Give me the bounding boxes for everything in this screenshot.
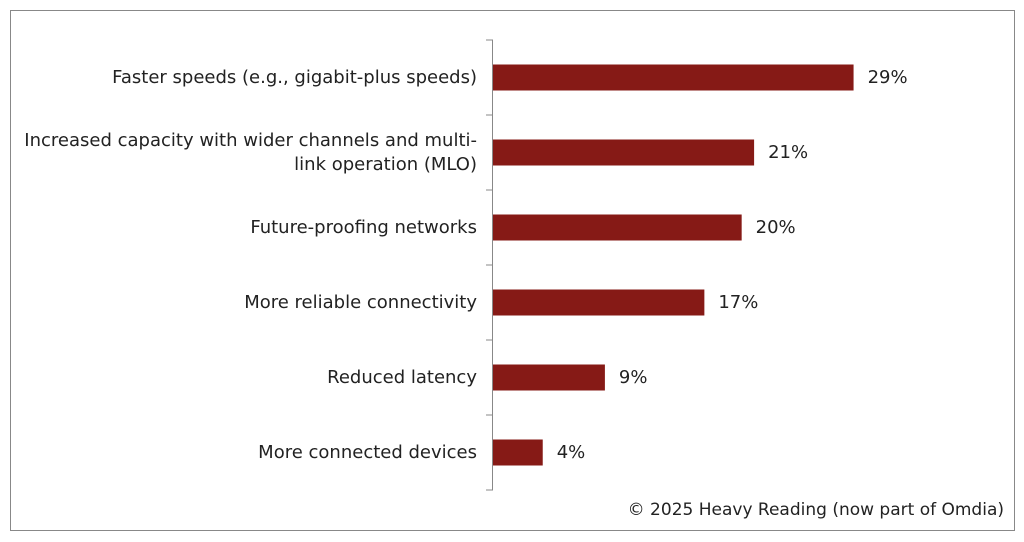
category-label: Future-proofing networks	[250, 216, 477, 238]
value-label: 20%	[755, 216, 796, 238]
value-label: 21%	[768, 141, 809, 163]
bar	[493, 139, 755, 166]
bar	[493, 64, 854, 91]
value-label: 17%	[718, 291, 759, 313]
frame	[10, 10, 1015, 531]
bar	[493, 439, 543, 466]
category-label: Faster speeds (e.g., gigabit-plus speeds…	[112, 66, 477, 88]
value-label: 9%	[618, 366, 648, 388]
category-label: Increased capacity with wider channels a…	[24, 129, 477, 175]
category-label: More reliable connectivity	[244, 291, 477, 313]
source-note: © 2025 Heavy Reading (now part of Omdia)	[627, 500, 1004, 520]
value-label: 4%	[556, 441, 586, 463]
category-label: Reduced latency	[327, 366, 477, 388]
bar	[493, 289, 705, 316]
category-label: More connected devices	[258, 441, 477, 463]
value-label: 29%	[867, 66, 908, 88]
bar	[493, 214, 742, 241]
bar	[493, 364, 605, 391]
